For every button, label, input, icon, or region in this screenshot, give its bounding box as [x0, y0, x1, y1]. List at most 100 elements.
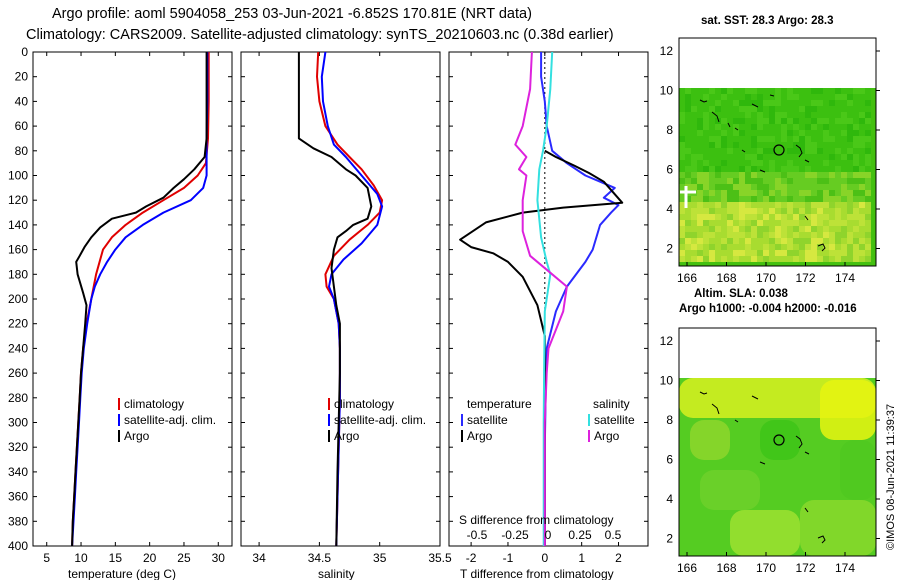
- sst-cell: [751, 226, 757, 232]
- sst-cell: [865, 118, 871, 124]
- sst-cell: [685, 154, 691, 160]
- sst-cell: [757, 244, 763, 250]
- sst-cell: [691, 172, 697, 178]
- sst-cell: [775, 202, 781, 208]
- sst-cell: [709, 196, 715, 202]
- sst-cell: [811, 184, 817, 190]
- sst-cell: [775, 178, 781, 184]
- sst-cell: [823, 202, 829, 208]
- sst-cell: [685, 208, 691, 214]
- sst-cell: [775, 136, 781, 142]
- sst-cell: [847, 172, 853, 178]
- sst-cell: [679, 226, 685, 232]
- sst-cell: [775, 226, 781, 232]
- sst-cell: [757, 232, 763, 238]
- sst-cell: [799, 172, 805, 178]
- sst-cell: [841, 136, 847, 142]
- sst-cell: [817, 226, 823, 232]
- sst-cell: [757, 238, 763, 244]
- sst-cell: [703, 94, 709, 100]
- sst-cell: [829, 112, 835, 118]
- sst-cell: [763, 250, 769, 256]
- map-y-tick-label: 8: [666, 413, 673, 427]
- sst-cell: [799, 130, 805, 136]
- sst-cell: [823, 178, 829, 184]
- sst-cell: [751, 166, 757, 172]
- sst-cell: [823, 184, 829, 190]
- sst-cell: [685, 160, 691, 166]
- sst-cell: [745, 250, 751, 256]
- map1-islands: [699, 94, 826, 252]
- sst-cell: [751, 148, 757, 154]
- sst-cell: [757, 94, 763, 100]
- sst-cell: [811, 202, 817, 208]
- sst-cell: [679, 172, 685, 178]
- sst-cell: [817, 148, 823, 154]
- sst-cell: [757, 214, 763, 220]
- sst-cell: [799, 250, 805, 256]
- sst-cell: [727, 154, 733, 160]
- sst-cell: [733, 214, 739, 220]
- sst-cell: [697, 256, 703, 262]
- sst-cell: [763, 124, 769, 130]
- sst-cell: [787, 220, 793, 226]
- sst-cell: [781, 172, 787, 178]
- sst-cell: [805, 244, 811, 250]
- map-y-tick-label: 10: [660, 374, 674, 388]
- sst-cell: [847, 196, 853, 202]
- sst-cell: [715, 88, 721, 94]
- sst-cell: [691, 130, 697, 136]
- difference-secondary-xlabel: S difference from climatology: [459, 513, 614, 527]
- sst-cell: [745, 244, 751, 250]
- sst-cell: [853, 244, 859, 250]
- sst-cell: [865, 226, 871, 232]
- sst-cell: [853, 250, 859, 256]
- sst-cell: [709, 202, 715, 208]
- sst-cell: [817, 118, 823, 124]
- sst-cell: [757, 136, 763, 142]
- sst-cell: [685, 112, 691, 118]
- sst-cell: [679, 112, 685, 118]
- sst-cell: [799, 124, 805, 130]
- sst-cell: [829, 136, 835, 142]
- x-tick-label: 35.5: [428, 551, 452, 565]
- sst-cell: [781, 130, 787, 136]
- sst-cell: [763, 238, 769, 244]
- sst-cell: [727, 208, 733, 214]
- sst-cell: [805, 100, 811, 106]
- sla-blob: [800, 500, 876, 556]
- sst-cell: [865, 154, 871, 160]
- map-x-tick-label: 170: [756, 561, 776, 575]
- sst-cell: [865, 94, 871, 100]
- sst-cell: [787, 88, 793, 94]
- sst-cell: [697, 88, 703, 94]
- sst-cell: [745, 154, 751, 160]
- sst-cell: [685, 172, 691, 178]
- sst-cell: [811, 118, 817, 124]
- sst-cell: [679, 94, 685, 100]
- sst-cell: [787, 100, 793, 106]
- sst-cell: [823, 226, 829, 232]
- sst-cell: [793, 184, 799, 190]
- sst-cell: [715, 220, 721, 226]
- sst-cell: [745, 208, 751, 214]
- sst-cell: [763, 226, 769, 232]
- sst-cell: [793, 214, 799, 220]
- sst-cell: [703, 250, 709, 256]
- sst-cell: [685, 178, 691, 184]
- sst-cell: [865, 166, 871, 172]
- sst-cell: [715, 148, 721, 154]
- sst-cell: [841, 214, 847, 220]
- sst-cell: [859, 214, 865, 220]
- title-line-1: Argo profile: aoml 5904058_253 03-Jun-20…: [52, 6, 532, 22]
- sst-cell: [685, 214, 691, 220]
- sst-cell: [841, 184, 847, 190]
- sst-cell: [679, 208, 685, 214]
- sst-cell: [739, 160, 745, 166]
- sst-cell: [847, 232, 853, 238]
- sst-cell: [775, 190, 781, 196]
- sst-cell: [865, 190, 871, 196]
- sst-cell: [757, 142, 763, 148]
- sst-cell: [865, 178, 871, 184]
- sst-cell: [847, 88, 853, 94]
